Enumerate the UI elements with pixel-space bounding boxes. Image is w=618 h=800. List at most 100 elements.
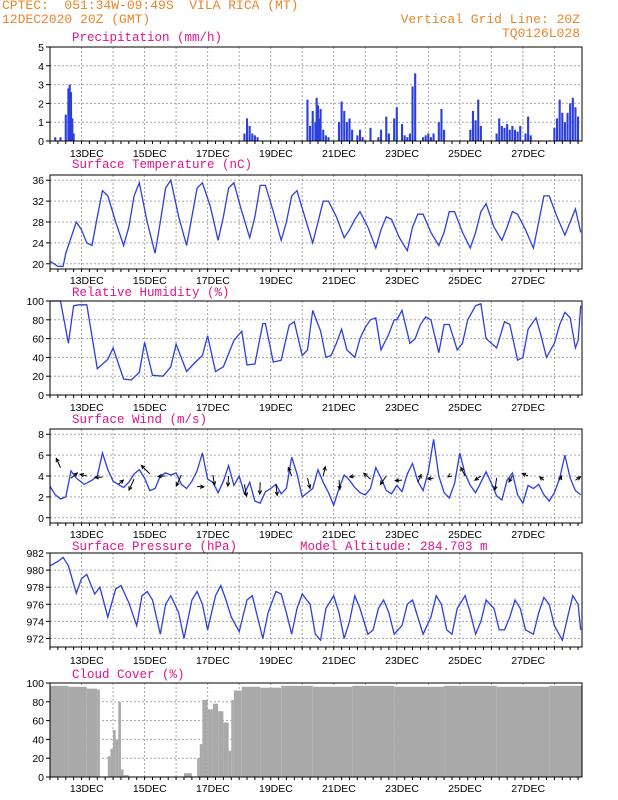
header-datetime: 12DEC2020 20Z (GMT)	[2, 12, 151, 27]
panel-2-title: Surface Temperature (nC)	[72, 158, 252, 172]
panel-5-ytick-label: 974	[26, 616, 44, 628]
panel-5-ytick-label: 976	[26, 599, 44, 611]
panel-3-series-line	[50, 300, 582, 381]
wind-arrow	[363, 472, 371, 480]
wind-arrow-head	[73, 472, 79, 477]
precip-bar	[256, 137, 259, 141]
precip-bar	[377, 137, 380, 141]
precip-bar	[403, 135, 406, 141]
panel-1-date-label: 25DEC	[448, 148, 482, 160]
precip-bar	[569, 103, 572, 141]
precip-bar	[422, 137, 425, 141]
cloud-bar	[260, 687, 282, 777]
wind-arrow-head	[538, 476, 544, 481]
precip-bar	[327, 137, 330, 141]
precip-bar	[513, 129, 517, 141]
panel-3-ytick-label: 0	[38, 390, 44, 402]
precip-bar	[577, 116, 580, 141]
panel-5-date-label: 15DEC	[133, 655, 167, 667]
panel-2-ytick-label: 20	[32, 259, 44, 271]
cloud-bar	[118, 701, 121, 777]
precip-bar	[408, 133, 411, 141]
panel-2-ytick-label: 36	[32, 175, 44, 187]
wind-arrow-head	[447, 473, 453, 478]
cloud-bar	[199, 744, 203, 777]
precip-bar	[245, 118, 249, 141]
panel-5-ytick-label: 980	[26, 565, 44, 577]
wind-arrow	[79, 473, 87, 477]
cloud-bar	[197, 758, 200, 777]
precip-bar	[319, 109, 322, 141]
precip-bar	[424, 135, 427, 141]
precip-bar	[432, 133, 435, 141]
panel-4-date-label: 27DEC	[511, 529, 545, 541]
panel-1-ytick-label: 2	[38, 98, 44, 110]
panel-6-frame	[49, 682, 583, 778]
precip-bar	[251, 133, 254, 141]
panel-6-date-label: 27DEC	[511, 783, 545, 795]
precip-bar	[469, 129, 472, 141]
precip-bar	[498, 118, 501, 141]
wind-arrow-head	[140, 464, 146, 470]
precip-bar	[527, 116, 530, 141]
panel-3-ytick-label: 60	[32, 334, 44, 346]
wind-arrow-head	[508, 477, 513, 483]
wind-arrow-head	[243, 492, 249, 498]
wind-arrow	[243, 484, 248, 497]
panel-1-date-label: 19DEC	[259, 148, 293, 160]
precip-bar	[351, 129, 354, 141]
wind-arrow	[494, 478, 498, 490]
wind-arrow-head	[156, 474, 162, 479]
panel-1-ytick-label: 0	[38, 136, 44, 148]
panel-1-ytick-label: 5	[38, 42, 44, 54]
wind-arrow	[460, 467, 466, 477]
panel-2-date-label: 17DEC	[196, 275, 230, 287]
panel-2-ytick-label: 32	[32, 196, 44, 208]
panel-4-date-label: 13DEC	[70, 529, 104, 541]
panel-4-date-label: 19DEC	[259, 529, 293, 541]
panel-5-date-label: 21DEC	[322, 655, 356, 667]
precip-bar	[563, 122, 566, 141]
cloud-bar	[394, 686, 445, 777]
precip-bar	[54, 137, 57, 141]
cloud-bar	[68, 686, 87, 777]
wind-arrow-head	[426, 476, 432, 481]
wind-arrow-head	[493, 485, 498, 492]
panel-6-ytick-label: 80	[32, 697, 44, 709]
precip-bar	[474, 120, 477, 141]
wind-arrow	[306, 477, 311, 489]
panel-1-date-label: 17DEC	[196, 148, 230, 160]
panel-5-date-label: 25DEC	[448, 655, 482, 667]
panel-6-date-label: 17DEC	[196, 783, 230, 795]
panel-5-ytick-label: 972	[26, 633, 44, 645]
panel-5-date-label: 17DEC	[196, 655, 230, 667]
wind-arrow-head	[257, 490, 263, 496]
precip-bar	[67, 88, 70, 141]
panel-3-date-label: 21DEC	[322, 402, 356, 414]
cloud-bar	[50, 685, 69, 777]
wind-arrow-head	[521, 472, 527, 477]
panel-6-ytick-label: 40	[32, 734, 44, 746]
precip-bar	[68, 84, 71, 141]
precip-bar	[316, 105, 320, 141]
precip-bar	[369, 127, 372, 141]
precip-bar	[309, 125, 312, 141]
cloud-bar	[183, 773, 192, 777]
panel-3-ytick-label: 80	[32, 315, 44, 327]
panel-2-date-label: 25DEC	[448, 275, 482, 287]
precip-bar	[503, 127, 506, 141]
header-code: TQ0126L028	[501, 26, 580, 41]
panel-1-date-label: 27DEC	[511, 148, 545, 160]
cloud-bar	[549, 685, 582, 777]
panel-4-title: Surface Wind (m/s)	[72, 413, 207, 427]
precip-bar	[379, 129, 383, 141]
precip-bar	[406, 137, 409, 141]
precip-bar	[511, 125, 514, 141]
panel-6-title: Cloud Cover (%)	[72, 668, 185, 682]
precip-bar	[427, 133, 430, 141]
precip-bar	[555, 118, 559, 141]
cloud-bar	[231, 699, 234, 777]
panel-4-series-line	[49, 439, 582, 508]
precip-bar	[340, 101, 343, 141]
precip-bar	[519, 125, 522, 141]
